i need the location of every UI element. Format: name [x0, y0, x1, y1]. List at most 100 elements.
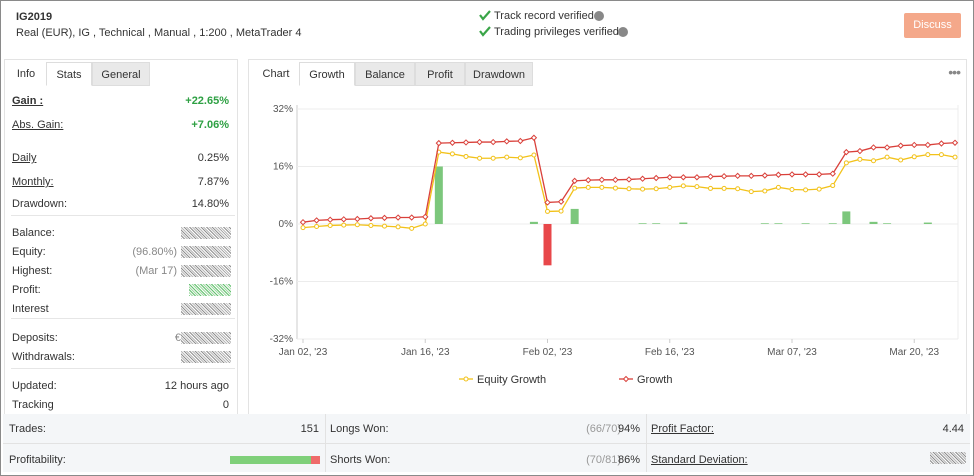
point [557, 198, 565, 205]
stats-panel: Info Stats General Gain : +22.65% Abs. Gain: +… [4, 59, 238, 417]
point [503, 138, 510, 145]
label: Profitability: [9, 454, 66, 466]
point [720, 172, 728, 180]
stat-label: Equity: [12, 246, 46, 258]
chart-tab[interactable]: Profit [415, 62, 465, 86]
info-icon[interactable] [618, 27, 628, 37]
point [816, 186, 822, 192]
account-subtitle: Real (EUR), IG , Technical , Manual , 1:… [16, 27, 302, 39]
y-tick-label: -16% [270, 277, 293, 288]
chart-tab[interactable]: Balance [355, 62, 415, 86]
value: 151 [300, 423, 319, 435]
cell-line [3, 443, 970, 444]
point [735, 186, 741, 192]
point [708, 185, 713, 191]
stat-label: Abs. Gain: [12, 119, 64, 131]
stat-label: Profit: [12, 284, 41, 296]
point [314, 224, 320, 230]
point [545, 208, 550, 214]
label: Trades: [9, 423, 46, 435]
x-tick-label: Mar 07, '23 [767, 347, 817, 358]
hidden-value [181, 332, 231, 344]
point [938, 140, 945, 147]
x-tick-label: Feb 02, '23 [523, 347, 573, 358]
stat-note: € [174, 332, 181, 344]
daily-bar [883, 223, 892, 224]
legend-marker [622, 375, 630, 383]
menu-dots[interactable]: ••• [948, 64, 961, 80]
point [367, 215, 375, 222]
hidden-value [181, 265, 231, 277]
daily-bar [842, 211, 851, 224]
point [462, 139, 470, 146]
point [789, 187, 795, 192]
point [504, 154, 510, 160]
point [788, 171, 796, 178]
chart-tab[interactable]: Drawdown [465, 62, 533, 86]
point [326, 216, 334, 223]
point [368, 222, 374, 228]
point [517, 155, 523, 161]
point [382, 223, 387, 229]
point [884, 154, 890, 160]
cell-line [325, 414, 326, 472]
point [422, 221, 428, 227]
stat-value: +7.06% [191, 119, 229, 131]
point [815, 171, 823, 178]
profitability-won [230, 456, 311, 464]
stat-label: Deposits: [12, 332, 58, 344]
label: Standard Deviation: [651, 454, 748, 466]
point [843, 148, 850, 156]
point [612, 176, 619, 184]
hidden-value [181, 227, 231, 239]
legend-label: Growth [637, 374, 672, 386]
x-tick-label: Jan 16, '23 [401, 347, 450, 358]
info-icon[interactable] [594, 11, 604, 21]
stats-tab[interactable]: General [92, 62, 150, 86]
point [313, 217, 320, 224]
point [856, 147, 864, 155]
point [721, 185, 727, 191]
x-tick-label: Jan 02, '23 [279, 347, 328, 358]
point [680, 174, 687, 181]
point [830, 183, 836, 189]
point [409, 225, 415, 231]
point [925, 152, 931, 158]
point [626, 186, 632, 192]
point [598, 176, 606, 184]
point [354, 222, 360, 228]
stats-tab[interactable]: Stats [46, 62, 92, 86]
label: Longs Won: [330, 423, 389, 435]
stat-value: 0 [222, 399, 229, 411]
daily-bar [652, 223, 661, 224]
daily-bar [570, 208, 579, 224]
point [585, 184, 591, 190]
point [857, 156, 863, 162]
stat-label: Drawdown: [12, 198, 68, 210]
point [625, 176, 633, 183]
point [883, 144, 891, 151]
stats-tab[interactable]: Info [6, 62, 46, 86]
point [354, 215, 361, 223]
hidden-value [181, 351, 231, 363]
point [489, 138, 497, 146]
point [911, 141, 918, 149]
point [517, 137, 524, 145]
point [300, 225, 306, 231]
stat-note: (Mar 17) [135, 265, 177, 277]
daily-bar [801, 223, 810, 224]
y-tick-label: 16% [273, 162, 293, 173]
point [341, 222, 347, 228]
chart-tab[interactable]: Growth [299, 62, 355, 86]
stat-note: (96.80%) [132, 246, 177, 258]
discuss-button[interactable]: Discuss [904, 13, 961, 38]
point [612, 185, 618, 191]
point [572, 185, 578, 191]
stat-label: Daily [12, 152, 37, 164]
point [829, 170, 836, 177]
daily-bar [529, 221, 538, 224]
stat-label: Highest: [12, 265, 53, 277]
stat-value: 7.87% [197, 176, 229, 188]
chart-tab[interactable]: Chart [253, 62, 299, 86]
verified-text: Trading privileges verified [494, 26, 619, 38]
